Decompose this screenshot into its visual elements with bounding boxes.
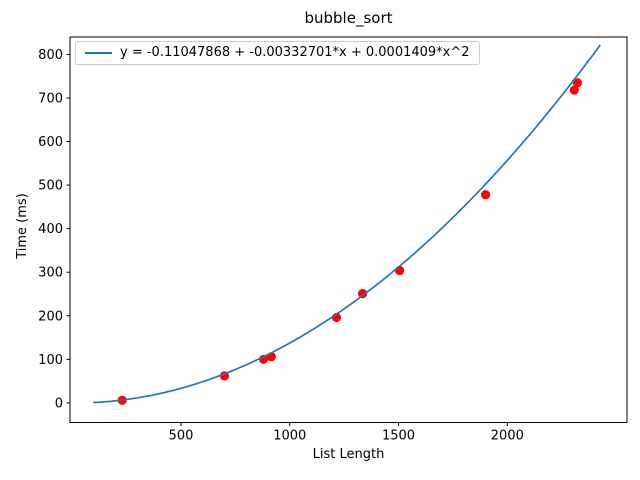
y-tick-label: 700	[38, 91, 63, 106]
legend: y = -0.11047868 + -0.00332701*x + 0.0001…	[75, 41, 480, 65]
x-tick-label: 1500	[382, 429, 415, 444]
x-tick-label: 2000	[491, 429, 524, 444]
fit-curve	[93, 44, 601, 404]
y-tick-label: 400	[38, 222, 63, 237]
data-point	[481, 190, 491, 200]
x-axis-label: List Length	[312, 447, 385, 462]
x-tick-label: 500	[169, 429, 194, 444]
legend-label: y = -0.11047868 + -0.00332701*x + 0.0001…	[120, 45, 470, 60]
data-point	[572, 78, 583, 88]
y-tick-label: 500	[38, 179, 63, 194]
chart-title: bubble_sort	[304, 9, 393, 27]
y-tick-label: 800	[38, 48, 63, 63]
y-tick-label: 100	[38, 353, 63, 368]
y-axis-label: Time (ms)	[15, 193, 30, 259]
data-point	[395, 265, 405, 276]
legend-line-sample	[85, 51, 112, 54]
axes-frame	[69, 36, 628, 423]
data-point	[569, 85, 579, 95]
y-tick-label: 300	[38, 266, 63, 281]
y-tick-label: 0	[55, 396, 63, 411]
data-point	[358, 289, 368, 299]
y-tick-label: 200	[38, 309, 63, 324]
y-tick-label: 600	[38, 135, 63, 150]
x-tick-label: 1000	[273, 429, 306, 444]
